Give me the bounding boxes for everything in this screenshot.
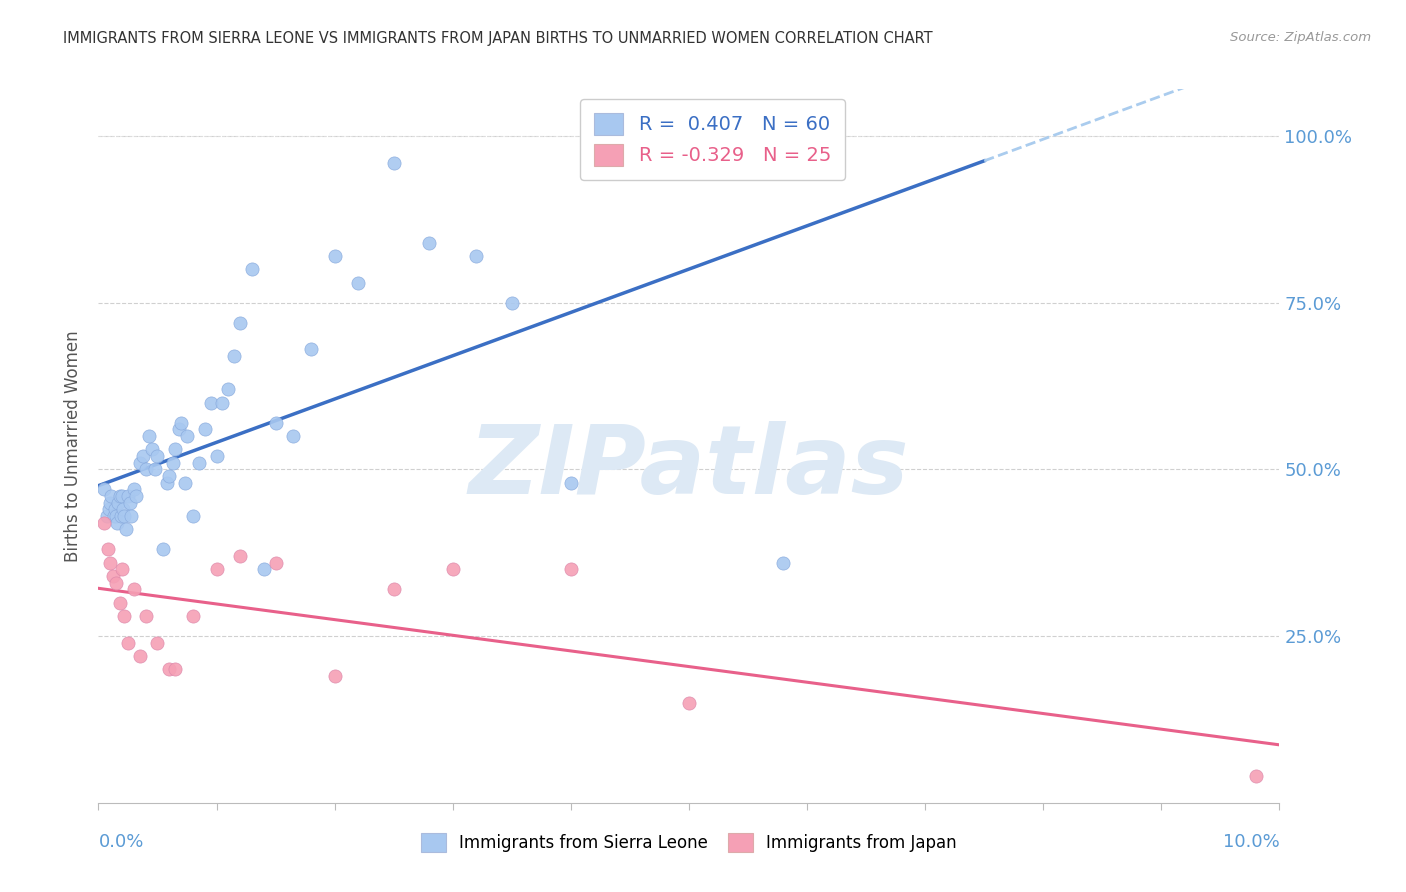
Point: [205, 449, 228, 463]
Point: [229, 316, 252, 330]
Point: [146, 636, 169, 650]
Point: [187, 456, 209, 470]
Point: [162, 456, 184, 470]
Point: [211, 395, 233, 409]
Point: [165, 442, 187, 457]
Point: [117, 489, 139, 503]
Point: [114, 522, 136, 536]
Point: [112, 502, 135, 516]
Point: [224, 349, 246, 363]
Point: [299, 343, 322, 357]
Point: [264, 556, 287, 570]
Point: [157, 662, 180, 676]
Point: [253, 562, 276, 576]
Point: [132, 449, 155, 463]
Point: [441, 562, 464, 576]
Point: [181, 609, 204, 624]
Point: [143, 462, 166, 476]
Point: [170, 416, 193, 430]
Point: [146, 449, 169, 463]
Point: [283, 429, 305, 443]
Point: [98, 556, 121, 570]
Point: [200, 395, 222, 409]
Point: [101, 569, 124, 583]
Point: [382, 582, 405, 597]
Text: IMMIGRANTS FROM SIERRA LEONE VS IMMIGRANTS FROM JAPAN BIRTHS TO UNMARRIED WOMEN : IMMIGRANTS FROM SIERRA LEONE VS IMMIGRAN…: [63, 31, 934, 46]
Point: [125, 489, 148, 503]
Point: [122, 483, 145, 497]
Point: [141, 442, 163, 457]
Point: [156, 475, 179, 490]
Point: [560, 562, 582, 576]
Point: [104, 502, 127, 516]
Point: [1244, 769, 1267, 783]
Point: [194, 422, 217, 436]
Point: [98, 496, 121, 510]
Point: [128, 456, 150, 470]
Text: ZIPatlas: ZIPatlas: [468, 421, 910, 514]
Point: [93, 483, 115, 497]
Point: [98, 502, 121, 516]
Point: [97, 542, 120, 557]
Point: [678, 155, 700, 169]
Point: [103, 509, 125, 524]
Point: [418, 235, 440, 250]
Point: [347, 276, 370, 290]
Point: [117, 636, 139, 650]
Point: [112, 509, 135, 524]
Point: [465, 249, 488, 263]
Point: [678, 696, 700, 710]
Text: 0.0%: 0.0%: [98, 833, 143, 851]
Point: [108, 489, 131, 503]
Point: [323, 249, 346, 263]
Point: [323, 669, 346, 683]
Point: [167, 422, 190, 436]
Point: [108, 596, 131, 610]
Point: [173, 475, 195, 490]
Point: [135, 609, 157, 624]
Point: [120, 496, 142, 510]
Point: [93, 516, 115, 530]
Point: [105, 516, 128, 530]
Legend: Immigrants from Sierra Leone, Immigrants from Japan: Immigrants from Sierra Leone, Immigrants…: [415, 826, 963, 859]
Point: [110, 509, 132, 524]
Point: [111, 489, 134, 503]
Point: [217, 382, 239, 396]
Point: [112, 609, 135, 624]
Point: [107, 496, 129, 510]
Point: [382, 155, 405, 169]
Point: [96, 509, 118, 524]
Point: [111, 562, 134, 576]
Point: [264, 416, 287, 430]
Point: [105, 509, 128, 524]
Point: [128, 649, 150, 664]
Point: [157, 469, 180, 483]
Point: [240, 262, 263, 277]
Point: [105, 575, 128, 590]
Y-axis label: Births to Unmarried Women: Births to Unmarried Women: [63, 330, 82, 562]
Point: [122, 582, 145, 597]
Point: [560, 475, 582, 490]
Point: [135, 462, 157, 476]
Text: 10.0%: 10.0%: [1223, 833, 1279, 851]
Point: [121, 509, 143, 524]
Point: [165, 662, 187, 676]
Point: [205, 562, 228, 576]
Point: [176, 429, 198, 443]
Point: [138, 429, 160, 443]
Point: [772, 556, 794, 570]
Text: Source: ZipAtlas.com: Source: ZipAtlas.com: [1230, 31, 1371, 45]
Point: [181, 509, 204, 524]
Point: [229, 549, 252, 563]
Point: [100, 489, 122, 503]
Point: [152, 542, 174, 557]
Point: [501, 295, 523, 310]
